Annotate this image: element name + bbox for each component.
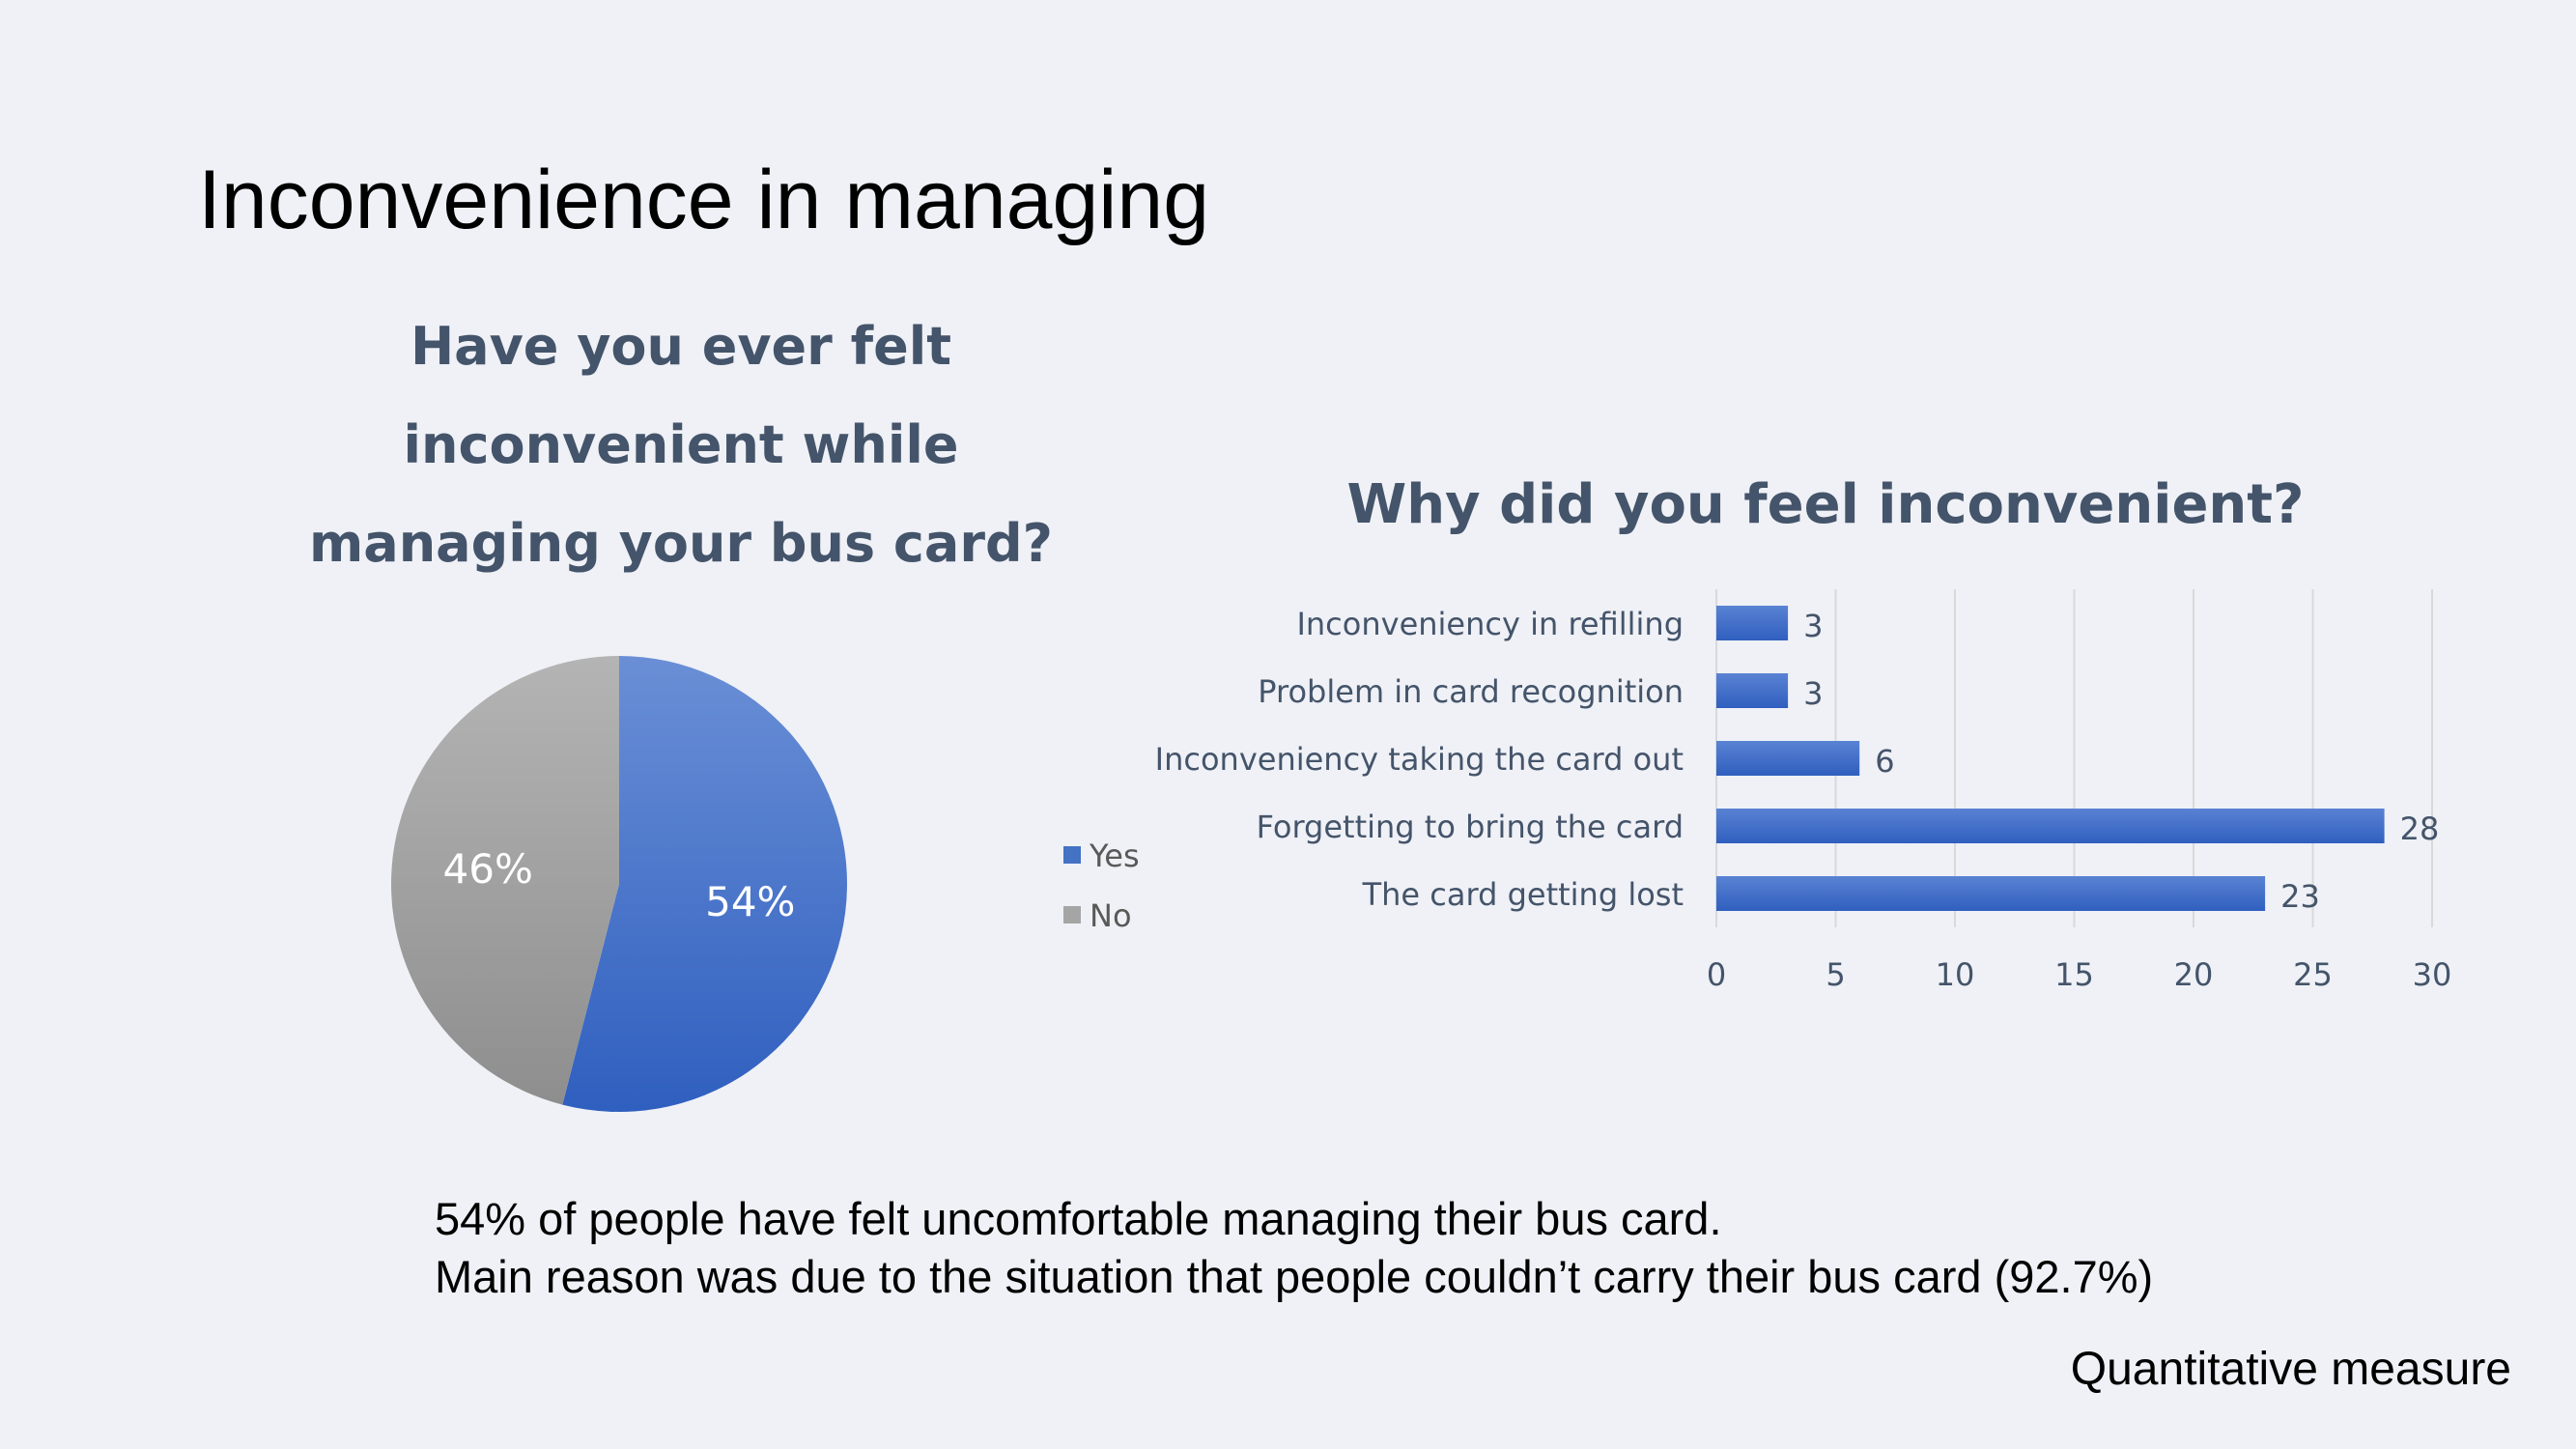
summary-line: Main reason was due to the situation tha… — [435, 1251, 2154, 1302]
category-label: Forgetting to bring the card — [1257, 809, 1684, 845]
bar-value-label: 6 — [1875, 743, 1894, 780]
footer-label: Quantitative measure — [2070, 1344, 2511, 1395]
pie-slice-yes — [562, 656, 848, 1112]
bar — [1716, 741, 1860, 776]
legend-swatch-yes — [1063, 846, 1081, 864]
pie-data-label-yes: 54% — [705, 878, 795, 925]
legend-label-no: No — [1090, 897, 1132, 934]
bar — [1716, 673, 1789, 708]
pie-slice-no — [391, 656, 619, 1105]
bar-value-label: 28 — [2400, 810, 2440, 847]
x-tick-label: 15 — [2054, 956, 2094, 993]
bar — [1716, 809, 2385, 843]
category-label: Problem in card recognition — [1258, 673, 1684, 710]
bar-chart: 0 5 10 15 20 25 30 Inconveniency in refilling 3 P… — [1155, 589, 2452, 993]
bar — [1716, 606, 1789, 640]
bar-chart-title: Why did you feel inconvenient? — [1346, 473, 2305, 536]
x-tick-label: 10 — [1936, 956, 1975, 993]
bar-value-label: 3 — [1803, 608, 1823, 644]
legend-swatch-no — [1063, 906, 1081, 923]
pie-chart-title: Have you ever felt inconvenient while ma… — [290, 298, 1072, 593]
category-label: Inconveniency taking the card out — [1155, 741, 1684, 778]
pie-legend: Yes No — [1063, 838, 1140, 934]
summary-line: 54% of people have felt uncomfortable ma… — [435, 1193, 1722, 1244]
x-tick-label: 30 — [2413, 956, 2452, 993]
category-label: Inconveniency in refilling — [1296, 606, 1684, 642]
bar — [1716, 876, 2266, 911]
category-label: The card getting lost — [1362, 876, 1684, 913]
legend-label-yes: Yes — [1089, 838, 1140, 874]
bar-value-label: 23 — [2280, 878, 2320, 915]
summary-text: 54% of people have felt uncomfortable ma… — [435, 1190, 2153, 1306]
x-tick-label: 20 — [2174, 956, 2214, 993]
slide-title: Inconvenience in managing — [198, 154, 1210, 246]
pie-chart-title-line: inconvenient while — [403, 414, 959, 475]
x-tick-label: 5 — [1826, 956, 1845, 993]
pie-chart-title-line: Have you ever felt — [410, 316, 952, 377]
pie-chart-title-line: managing your bus card? — [309, 513, 1053, 574]
x-tick-label: 25 — [2293, 956, 2333, 993]
x-tick-label: 0 — [1707, 956, 1726, 993]
bar-value-label: 3 — [1803, 675, 1823, 712]
pie-chart: 54% 46% — [391, 656, 848, 1112]
pie-data-label-no: 46% — [443, 845, 533, 893]
